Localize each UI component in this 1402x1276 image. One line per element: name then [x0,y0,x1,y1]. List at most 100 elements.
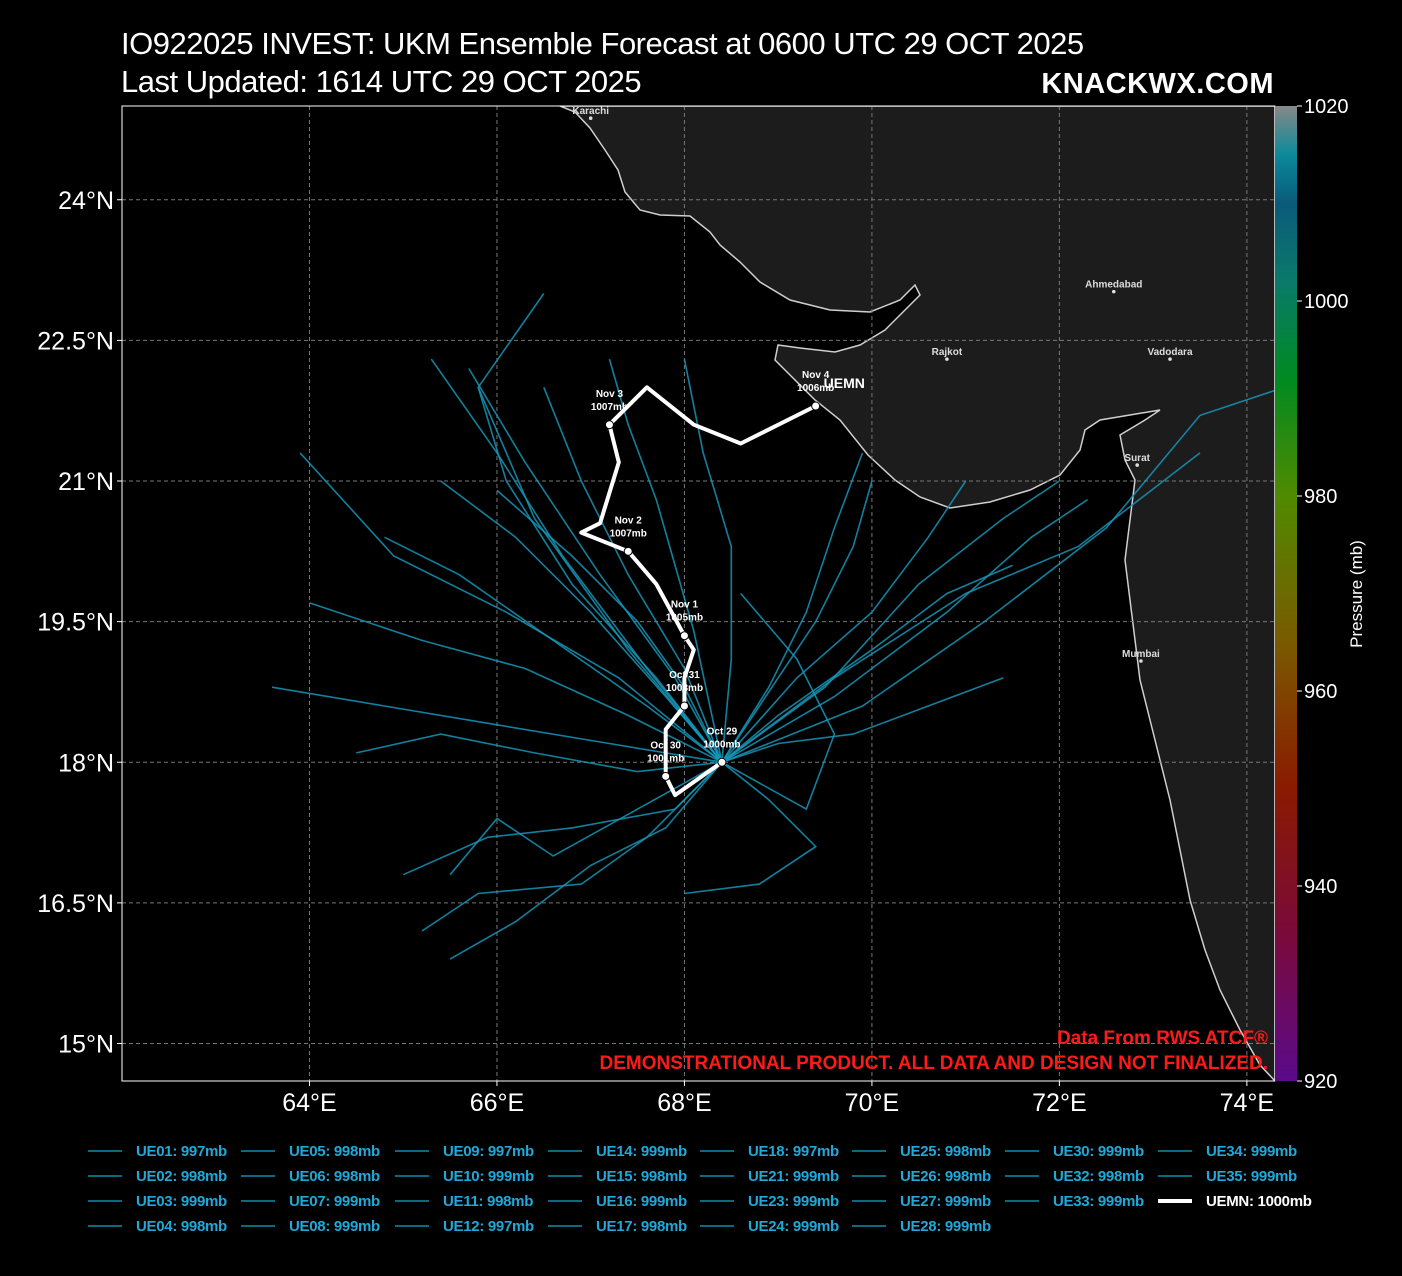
legend-line-swatch [700,1150,734,1152]
colorbar-tick-label: 920 [1304,1071,1337,1093]
legend-label: UE32: 998mb [1053,1167,1144,1185]
legend-item[interactable]: UE27: 999mb [852,1190,991,1212]
legend-item[interactable]: UE35: 999mb [1158,1165,1297,1187]
legend-item[interactable]: UE10: 999mb [395,1165,534,1187]
data-source-credit: Data From RWS ATCF® [1057,1028,1268,1049]
member-track-ue21 [721,452,1201,763]
legend-item[interactable]: UE14: 999mb [548,1140,687,1162]
member-track-ue30 [430,358,723,763]
legend-item[interactable]: UEMN: 1000mb [1158,1190,1312,1212]
mean-track-point [679,631,689,641]
disclaimer-text: DEMONSTRATIONAL PRODUCT. ALL DATA AND DE… [600,1053,1269,1074]
legend-label: UE05: 998mb [289,1142,380,1160]
legend-label: UE06: 998mb [289,1167,380,1185]
colorbar-tick-label: 960 [1304,681,1337,703]
legend-line-swatch [241,1150,275,1152]
legend-item[interactable]: UE24: 999mb [700,1215,839,1237]
legend-label: UE10: 999mb [443,1167,534,1185]
legend-label: UE14: 999mb [596,1142,687,1160]
ensemble-mean-track: Oct 29 1000mb Oct 30 1001mb Oct 31 1003mb Nov … [579,370,865,798]
legend-label: UE02: 998mb [136,1167,227,1185]
legend-line-swatch [700,1200,734,1202]
legend-item[interactable]: UE32: 998mb [1005,1165,1144,1187]
legend-label: UEMN: 1000mb [1206,1192,1312,1210]
mean-track-pressure-label: 1001mb [647,753,684,764]
legend-item[interactable]: UE05: 998mb [241,1140,380,1162]
legend-label: UE34: 999mb [1206,1142,1297,1160]
graticule [122,106,1275,1081]
legend-line-swatch [852,1150,886,1152]
legend-line-swatch [395,1150,429,1152]
pressure-colorbar: 1020 1000 980 960 940 920 Pressure (mb) [1275,96,1366,1093]
brand-logo[interactable]: KNACKWX.COM [1041,68,1274,100]
lat-tick-label: 24°N [58,187,114,215]
legend-item[interactable]: UE07: 999mb [241,1190,380,1212]
city-labels: Karachi Ahmedabad Rajkot Vadodara Surat Mumba… [572,106,1193,663]
city-marker [1111,289,1116,294]
member-track-ue24 [683,358,733,763]
legend-line-swatch [548,1225,582,1227]
city-label: Vadodara [1147,347,1192,358]
legend-line-swatch [1158,1150,1192,1152]
colorbar-tick-label: 1000 [1304,291,1349,313]
legend-line-swatch [700,1225,734,1227]
legend-line-swatch [241,1175,275,1177]
legend-line-swatch [241,1225,275,1227]
legend-label: UE35: 999mb [1206,1167,1297,1185]
legend-item[interactable]: UE15: 998mb [548,1165,687,1187]
legend-label: UE24: 999mb [748,1217,839,1235]
legend-line-swatch [1158,1199,1192,1203]
member-track-ue07 [496,489,723,763]
mean-track-end-label: UEMN [824,375,865,391]
colorbar-tick-label: 940 [1304,876,1337,898]
member-track-ue06 [449,761,723,960]
map-title: IO922025 INVEST: UKM Ensemble Forecast a… [121,26,1084,61]
legend-label: UE16: 999mb [596,1192,687,1210]
lon-tick-label: 74°E [1220,1089,1274,1117]
lat-tick-label: 18°N [58,749,114,777]
legend-item[interactable]: UE11: 998mb [395,1190,533,1212]
latitude-tick-labels: 24°N 22.5°N 21°N 19.5°N 18°N 16.5°N 15°N [37,187,122,1059]
legend-item[interactable]: UE26: 998mb [852,1165,991,1187]
legend-item[interactable]: UE01: 997mb [88,1140,227,1162]
legend-item[interactable]: UE02: 998mb [88,1165,227,1187]
legend-label: UE21: 999mb [748,1167,839,1185]
legend-item[interactable]: UE18: 997mb [700,1140,839,1162]
legend-label: UE15: 998mb [596,1167,687,1185]
legend-item[interactable]: UE04: 998mb [88,1215,227,1237]
legend-item[interactable]: UE30: 999mb [1005,1140,1144,1162]
member-track-ue33 [608,358,723,763]
legend-item[interactable]: UE21: 999mb [700,1165,839,1187]
legend-line-swatch [548,1150,582,1152]
city-label: Rajkot [932,347,963,358]
mean-track-date-label: Oct 31 [669,670,700,681]
legend-label: UE09: 997mb [443,1142,534,1160]
mean-track-point [717,757,727,767]
legend-item[interactable]: UE12: 997mb [395,1215,534,1237]
legend-item[interactable]: UE06: 998mb [241,1165,380,1187]
legend-line-swatch [1005,1200,1039,1202]
legend-item[interactable]: UE33: 999mb [1005,1190,1144,1212]
member-track-ue10 [721,480,873,763]
city-marker [588,116,593,120]
legend-item[interactable]: UE09: 997mb [395,1140,534,1162]
lat-tick-label: 21°N [58,468,114,496]
legend-item[interactable]: UE08: 999mb [241,1215,380,1237]
colorbar-ticks: 1020 1000 980 960 940 920 [1297,96,1349,1093]
member-track-ue34 [721,389,1275,763]
legend-item[interactable]: UE16: 999mb [548,1190,687,1212]
legend-item[interactable]: UE28: 999mb [852,1215,991,1237]
legend-line-swatch [88,1225,122,1227]
legend-item[interactable]: UE25: 998mb [852,1140,991,1162]
member-track-ue17 [721,677,1004,763]
legend-item[interactable]: UE23: 999mb [700,1190,839,1212]
legend-item[interactable]: UE34: 999mb [1158,1140,1297,1162]
legend-line-swatch [395,1200,429,1202]
legend-line-swatch [852,1175,886,1177]
legend-label: UE12: 997mb [443,1217,534,1235]
legend-item[interactable]: UE17: 998mb [548,1215,687,1237]
mean-track-line [579,385,817,798]
lon-tick-label: 72°E [1032,1089,1086,1117]
legend-item[interactable]: UE03: 999mb [88,1190,227,1212]
mean-track-date-label: Oct 29 [707,726,738,737]
